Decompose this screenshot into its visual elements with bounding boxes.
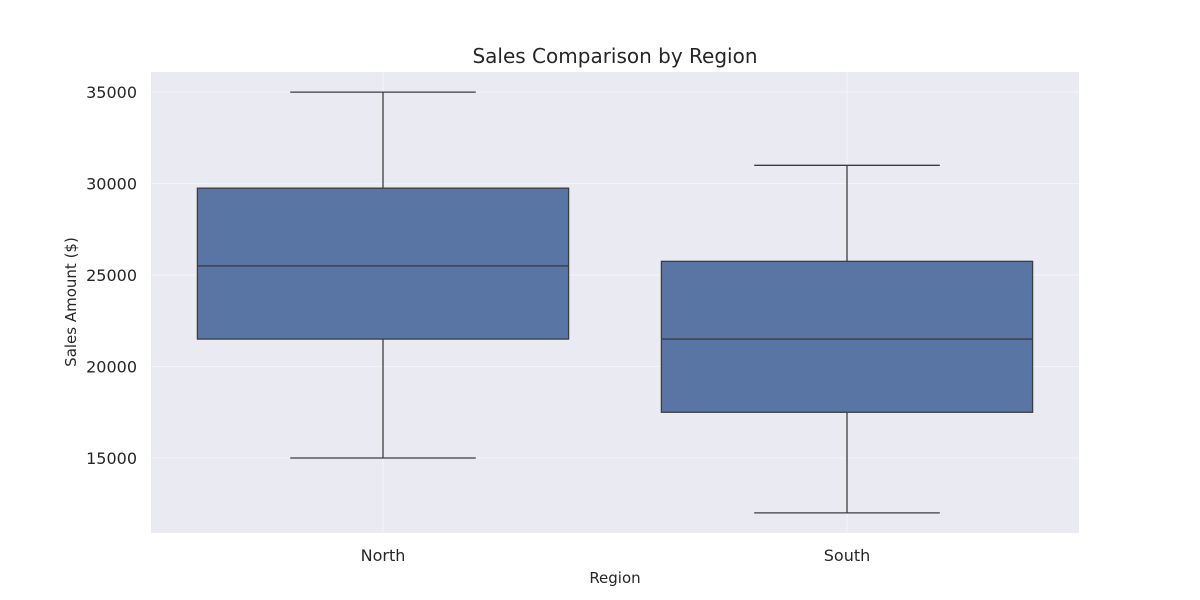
y-axis-label: Sales Amount ($) — [62, 237, 80, 367]
x-tick-label: South — [824, 546, 871, 565]
boxes — [196, 91, 1034, 514]
iqr-box — [660, 260, 1034, 413]
y-tick-label: 20000 — [86, 358, 137, 377]
box-north — [196, 91, 570, 459]
y-tick-label: 30000 — [86, 175, 137, 194]
box-south — [660, 164, 1034, 514]
y-tick-labels: 15000 20000 25000 30000 35000 — [86, 83, 137, 468]
x-axis-label: Region — [589, 569, 640, 587]
chart-title: Sales Comparison by Region — [472, 44, 757, 68]
y-tick-label: 15000 — [86, 449, 137, 468]
x-tick-label: North — [361, 546, 406, 565]
iqr-box — [196, 187, 570, 340]
y-tick-label: 35000 — [86, 83, 137, 102]
x-tick-labels: North South — [361, 546, 871, 565]
y-tick-label: 25000 — [86, 266, 137, 285]
